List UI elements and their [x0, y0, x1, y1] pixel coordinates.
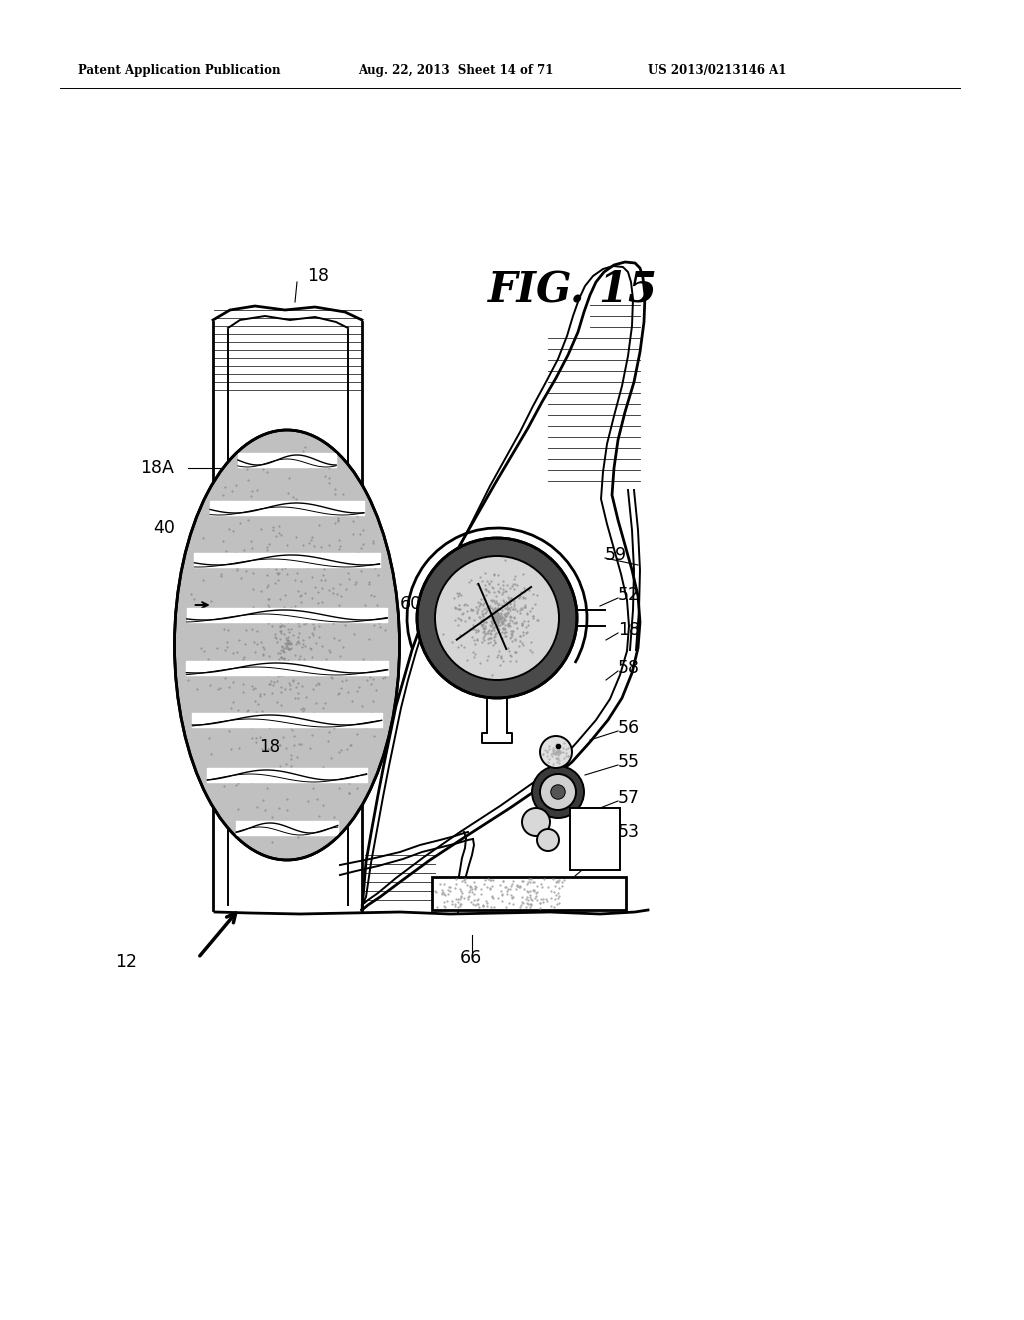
Text: 56: 56 [618, 719, 640, 737]
Text: 18A: 18A [140, 459, 174, 477]
Text: 18: 18 [618, 620, 640, 639]
Text: 60: 60 [400, 595, 422, 612]
Text: 52: 52 [618, 586, 640, 605]
Circle shape [417, 539, 577, 698]
Text: 18: 18 [307, 267, 329, 285]
Text: 59: 59 [605, 546, 627, 564]
Circle shape [537, 829, 559, 851]
Circle shape [522, 808, 550, 836]
Circle shape [540, 737, 572, 768]
Text: 18: 18 [259, 738, 281, 756]
Text: 52: 52 [432, 573, 454, 591]
Circle shape [532, 766, 584, 818]
Circle shape [435, 556, 559, 680]
Bar [570, 808, 620, 870]
Text: 12: 12 [115, 953, 137, 972]
Text: 53: 53 [618, 822, 640, 841]
Circle shape [540, 774, 575, 810]
Text: 55: 55 [618, 752, 640, 771]
Text: 40: 40 [153, 519, 175, 537]
Text: FIG. 15: FIG. 15 [488, 269, 658, 312]
Text: 58: 58 [618, 659, 640, 677]
Text: 66: 66 [460, 949, 482, 968]
Text: 18: 18 [590, 853, 612, 871]
Text: 57: 57 [618, 789, 640, 807]
Text: Patent Application Publication: Patent Application Publication [78, 63, 281, 77]
Text: US 2013/0213146 A1: US 2013/0213146 A1 [648, 63, 786, 77]
Text: 51: 51 [518, 564, 540, 581]
Bar [432, 876, 626, 909]
Circle shape [551, 785, 565, 799]
Ellipse shape [174, 430, 399, 861]
Text: Aug. 22, 2013  Sheet 14 of 71: Aug. 22, 2013 Sheet 14 of 71 [358, 63, 553, 77]
